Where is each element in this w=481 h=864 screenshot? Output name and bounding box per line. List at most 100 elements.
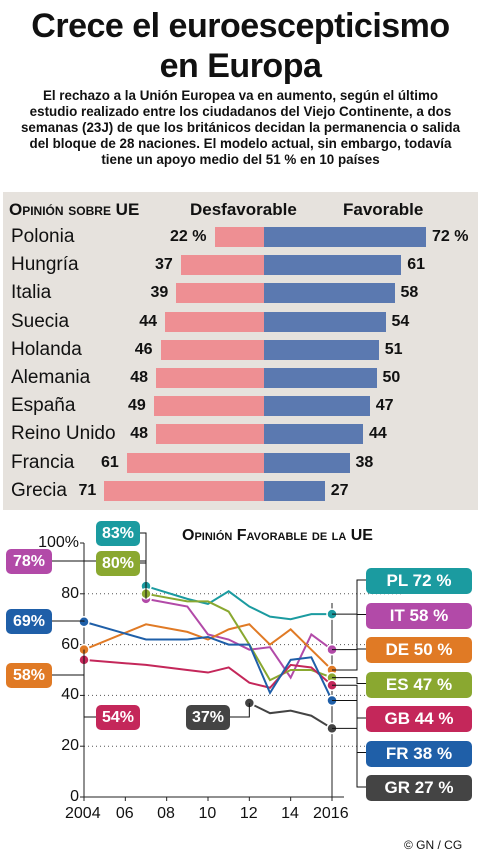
x-tick-label: 06 <box>115 805 134 822</box>
bar-desfavorable <box>156 368 264 388</box>
bar-desfavorable <box>160 339 264 360</box>
value-label-desfavorable: 44 <box>139 312 157 330</box>
callout-left: 83% <box>96 521 140 546</box>
callout-right: GB 44 % <box>366 706 472 732</box>
country-label: España <box>11 395 76 417</box>
callout-left: 78% <box>6 549 52 574</box>
x-tick-label: 2016 <box>313 805 349 822</box>
callout-leader <box>332 648 366 671</box>
callout-leader <box>230 703 250 718</box>
country-label: Grecia <box>11 479 67 501</box>
callout-leader <box>332 614 366 651</box>
country-label: Suecia <box>11 310 70 332</box>
value-label-desfavorable: 37 <box>154 256 173 274</box>
y-tick-label: 20 <box>61 737 79 755</box>
x-tick-label: 10 <box>198 805 217 822</box>
legend-favorable: Favorable <box>343 200 424 219</box>
subtitle: El rechazo a la Unión Europea va en aume… <box>18 88 463 168</box>
bar-favorable <box>264 480 325 501</box>
callout-leader <box>52 620 85 622</box>
bar-favorable <box>264 396 370 417</box>
page-title: Crece el euroescepticismo en Europa <box>0 6 481 86</box>
bar-favorable <box>264 368 377 388</box>
subtitle-line: El rechazo a la Unión Europea va en aume… <box>42 88 439 103</box>
y-tick-label: 0 <box>70 788 79 805</box>
callout-right: FR 38 % <box>366 740 472 767</box>
bar-desfavorable <box>214 227 264 247</box>
series-line-gb <box>83 658 333 689</box>
country-label: Alemania <box>11 367 91 388</box>
series-line-gr <box>248 702 333 730</box>
subtitle-line: tiene un apoyo medio del 51 % en 10 país… <box>101 152 380 167</box>
value-label-desfavorable: 49 <box>127 397 146 415</box>
callout-right: ES 47 % <box>366 671 472 698</box>
value-label-desfavorable: 61 <box>100 453 119 471</box>
value-label-favorable: 54 <box>391 312 410 330</box>
bar-favorable <box>264 227 426 247</box>
country-label: Italia <box>11 282 52 304</box>
value-label-favorable: 50 <box>382 369 401 386</box>
subtitle-line: del bloque de 28 naciones. El modelo act… <box>29 136 452 151</box>
callout-leader <box>52 560 147 599</box>
x-tick-label: 12 <box>239 805 258 822</box>
credit: © GN / CG <box>404 838 463 852</box>
callout-left: 58% <box>6 663 52 688</box>
bar-desfavorable <box>153 396 264 417</box>
bar-desfavorable <box>126 452 264 473</box>
value-label-favorable: 27 <box>330 481 349 499</box>
value-label-favorable: 44 <box>369 425 387 443</box>
value-label-favorable: 61 <box>407 256 426 274</box>
value-label-favorable: 47 <box>375 397 394 415</box>
callout-left: 54% <box>96 705 140 730</box>
x-tick-label: 14 <box>281 805 299 822</box>
bar-favorable <box>264 255 402 276</box>
series-line-fr <box>83 620 333 701</box>
value-label-desfavorable: 48 <box>130 369 148 386</box>
value-label-desfavorable: 39 <box>150 284 169 302</box>
callout-right: PL 72 % <box>366 568 472 594</box>
bar-desfavorable <box>104 480 264 501</box>
callout-right: DE 50 % <box>366 637 472 663</box>
value-label-favorable: 38 <box>355 453 374 471</box>
x-tick-label: 08 <box>157 805 175 822</box>
value-label-desfavorable: 46 <box>134 340 153 358</box>
bar-desfavorable <box>156 424 264 445</box>
value-label-favorable: 72 % <box>432 228 469 245</box>
country-label: Holanda <box>11 338 82 360</box>
line-chart-title: Opinión Favorable de la UE <box>182 527 373 544</box>
x-tick-label: 2004 <box>65 805 101 822</box>
callout-right: IT 58 % <box>366 602 472 629</box>
bar-favorable <box>264 311 386 332</box>
callout-leader <box>332 699 366 753</box>
callout-leader <box>332 677 366 684</box>
bar-chart-title: Opinión sobre UE <box>9 200 140 219</box>
bar-favorable <box>264 424 363 445</box>
bar-favorable <box>264 283 395 304</box>
series-line-it <box>145 597 333 680</box>
value-label-favorable: 58 <box>400 284 419 302</box>
series-line-pl <box>145 585 332 621</box>
legend-desfavorable: Desfavorable <box>190 200 297 219</box>
value-label-desfavorable: 22 % <box>170 228 207 245</box>
title-line-2: en Europa <box>159 47 322 85</box>
bar-favorable <box>264 339 379 360</box>
y-tick-label: 80 <box>61 584 79 602</box>
country-label: Hungría <box>11 254 79 276</box>
y-tick-label: 40 <box>61 686 79 704</box>
bar-desfavorable <box>165 311 264 332</box>
callout-leader <box>332 727 366 788</box>
value-label-desfavorable: 48 <box>130 425 148 443</box>
y-tick-label: 100% <box>38 534 79 551</box>
subtitle-line: semanas (23J) de que los británicos deci… <box>20 120 461 135</box>
subtitle-line: estudio realizado entre los ciudadanos d… <box>29 104 452 119</box>
bar-favorable <box>264 452 350 473</box>
value-label-desfavorable: 71 <box>78 481 97 499</box>
y-tick-label: 60 <box>61 635 79 653</box>
bar-desfavorable <box>176 283 264 304</box>
country-label: Reino Unido <box>11 423 116 445</box>
callout-leader <box>140 532 147 587</box>
value-label-favorable: 51 <box>384 340 403 358</box>
callout-right: GR 27 % <box>366 775 472 801</box>
country-label: Polonia <box>11 226 75 247</box>
